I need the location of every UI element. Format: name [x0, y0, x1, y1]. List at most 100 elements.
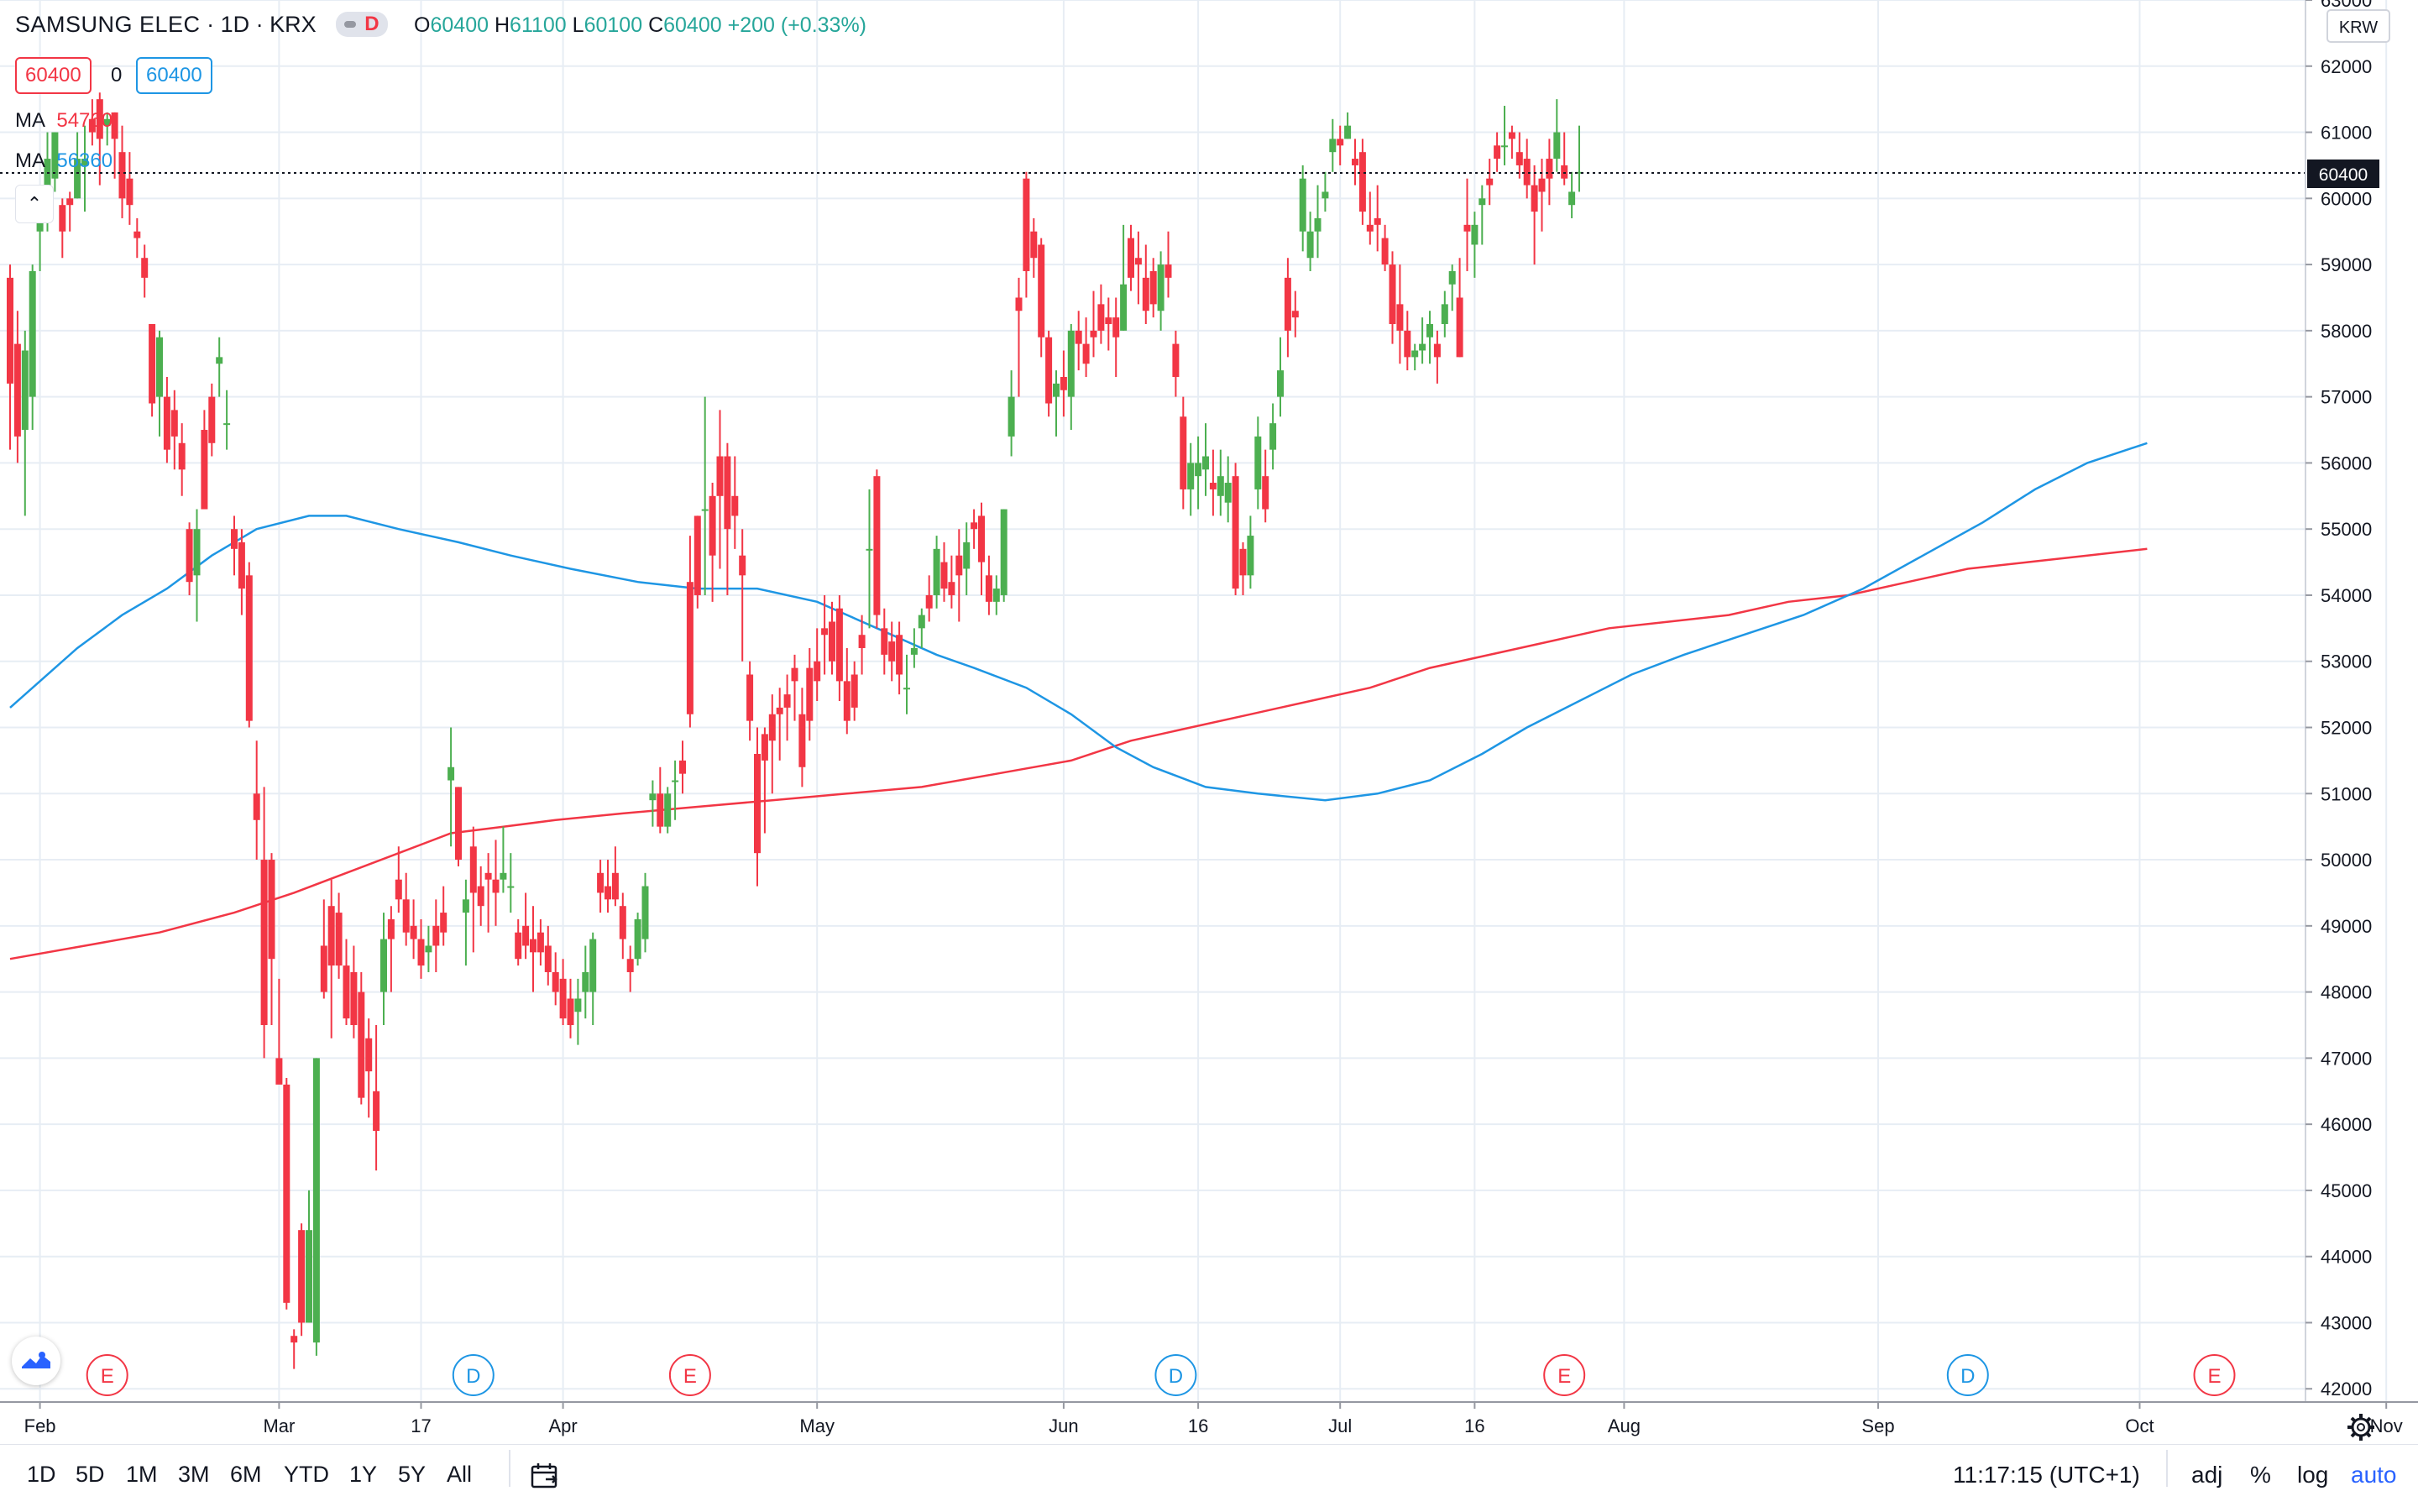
candle-body [783, 694, 791, 708]
candle [133, 217, 141, 259]
earnings-marker[interactable]: E [86, 1354, 128, 1396]
buy-price-box[interactable]: 60400 [136, 57, 212, 94]
earnings-marker[interactable]: E [668, 1354, 711, 1396]
timeframe-all[interactable]: All [447, 1462, 473, 1487]
candle [103, 112, 111, 146]
candle-body [1419, 343, 1426, 351]
time-tick-label: Mar [263, 1415, 295, 1436]
candle [1082, 317, 1090, 378]
candle-body [59, 205, 66, 232]
time-tick-label: Sep [1861, 1415, 1894, 1436]
symbol-name: SAMSUNG ELEC [15, 12, 201, 37]
auto-toggle[interactable]: auto [2351, 1462, 2397, 1488]
timeframe-1y[interactable]: 1Y [349, 1462, 378, 1487]
price-tick-label: 51000 [2321, 783, 2372, 804]
candle [604, 860, 611, 913]
candle-body [320, 945, 327, 992]
candle-body [1284, 277, 1291, 331]
log-toggle[interactable]: log [2297, 1462, 2329, 1488]
candle-body [589, 939, 597, 992]
market-status-pill[interactable]: D [336, 12, 388, 37]
candle [530, 906, 536, 992]
candle-body [1448, 270, 1456, 285]
candle [118, 125, 126, 218]
ohlc-values: O60400 H61100 L60100 C60400 +200 (+0.33%… [414, 13, 866, 37]
gear-icon[interactable] [2347, 1414, 2374, 1441]
candle [918, 608, 925, 648]
candle-body [178, 442, 186, 470]
adj-toggle[interactable]: adj [2191, 1462, 2223, 1488]
symbol-legend[interactable]: SAMSUNG ELEC · 1D · KRX D O60400 H61100 … [15, 12, 866, 38]
candle-body [985, 575, 992, 602]
candle-body [619, 906, 626, 939]
candle [395, 846, 402, 913]
candle-body [918, 615, 925, 629]
dividend-marker[interactable]: D [1946, 1354, 1989, 1396]
timeframe-5d[interactable]: 5D [76, 1462, 105, 1487]
candle-body [1239, 548, 1247, 576]
candle-body [843, 681, 850, 721]
candle-body [343, 965, 350, 1019]
event-marker-label: E [683, 1365, 697, 1388]
candle [672, 760, 679, 820]
candle-body [193, 529, 201, 576]
candle [798, 688, 806, 787]
candle-body [1291, 311, 1299, 318]
candle-body [1269, 423, 1277, 450]
candle [1269, 403, 1277, 470]
percent-toggle[interactable]: % [2250, 1462, 2271, 1488]
timeframe-1d[interactable]: 1D [27, 1462, 56, 1487]
time-axis[interactable]: Feb Mar 17 Apr May Jun 16 Jul 16 Aug Sep Oct Nov [24, 1402, 2403, 1436]
candle [410, 899, 417, 960]
timeframe-3m[interactable]: 3M [178, 1462, 210, 1487]
candle [1337, 125, 1344, 165]
ma-legend-fast[interactable]: MA 56360 [15, 149, 113, 173]
chart-grid [0, 0, 2388, 1402]
calendar-icon[interactable] [531, 1462, 561, 1490]
candle [552, 952, 559, 1006]
candle [1366, 191, 1374, 245]
clock-display[interactable]: 11:17:15 (UTC+1) [1953, 1462, 2140, 1488]
candle [1381, 224, 1389, 271]
price-tick-label: 53000 [2321, 651, 2372, 672]
candle [1247, 515, 1254, 589]
candle [59, 198, 66, 259]
candle-body [358, 991, 365, 1098]
candle-body [1508, 132, 1515, 139]
time-tick-label: Oct [2125, 1415, 2154, 1436]
candle [881, 608, 888, 675]
earnings-marker[interactable]: E [2193, 1354, 2236, 1396]
timeframe-5y[interactable]: 5Y [398, 1462, 427, 1487]
candle-body [530, 939, 536, 953]
candle-body [1299, 178, 1306, 232]
tradingview-logo-icon[interactable] [12, 1337, 60, 1385]
candle [170, 390, 178, 470]
sell-price-box[interactable]: 60400 [15, 57, 92, 94]
collapse-legend-button[interactable]: ⌃ [15, 185, 54, 223]
dividend-marker[interactable]: D [452, 1354, 495, 1396]
timeframe-6m[interactable]: 6M [230, 1462, 262, 1487]
candle [484, 853, 492, 933]
candle [1142, 244, 1149, 324]
candle-body [149, 323, 156, 404]
earnings-marker[interactable]: E [1543, 1354, 1586, 1396]
ma-fast-line [9, 442, 2148, 802]
timeframe-1m[interactable]: 1M [126, 1462, 158, 1487]
candle [835, 594, 843, 701]
dividend-marker[interactable]: D [1154, 1354, 1197, 1396]
candle-body [567, 998, 574, 1025]
timeframe-ytd[interactable]: YTD [284, 1462, 329, 1487]
candle [701, 396, 709, 595]
candle [1501, 106, 1508, 165]
price-axis[interactable]: 42000 43000 44000 45000 46000 47000 48000 49000… [2305, 0, 2372, 1400]
price-tick-label: 48000 [2321, 982, 2372, 1003]
candle-body [365, 1038, 373, 1072]
ma-legend-slow[interactable]: MA 54760 [15, 109, 113, 133]
candle-body [1277, 370, 1284, 397]
candle [955, 529, 963, 622]
candle-body [829, 621, 835, 662]
candle [1576, 125, 1583, 192]
candle [1232, 463, 1239, 595]
price-tick-label: 43000 [2321, 1312, 2372, 1333]
